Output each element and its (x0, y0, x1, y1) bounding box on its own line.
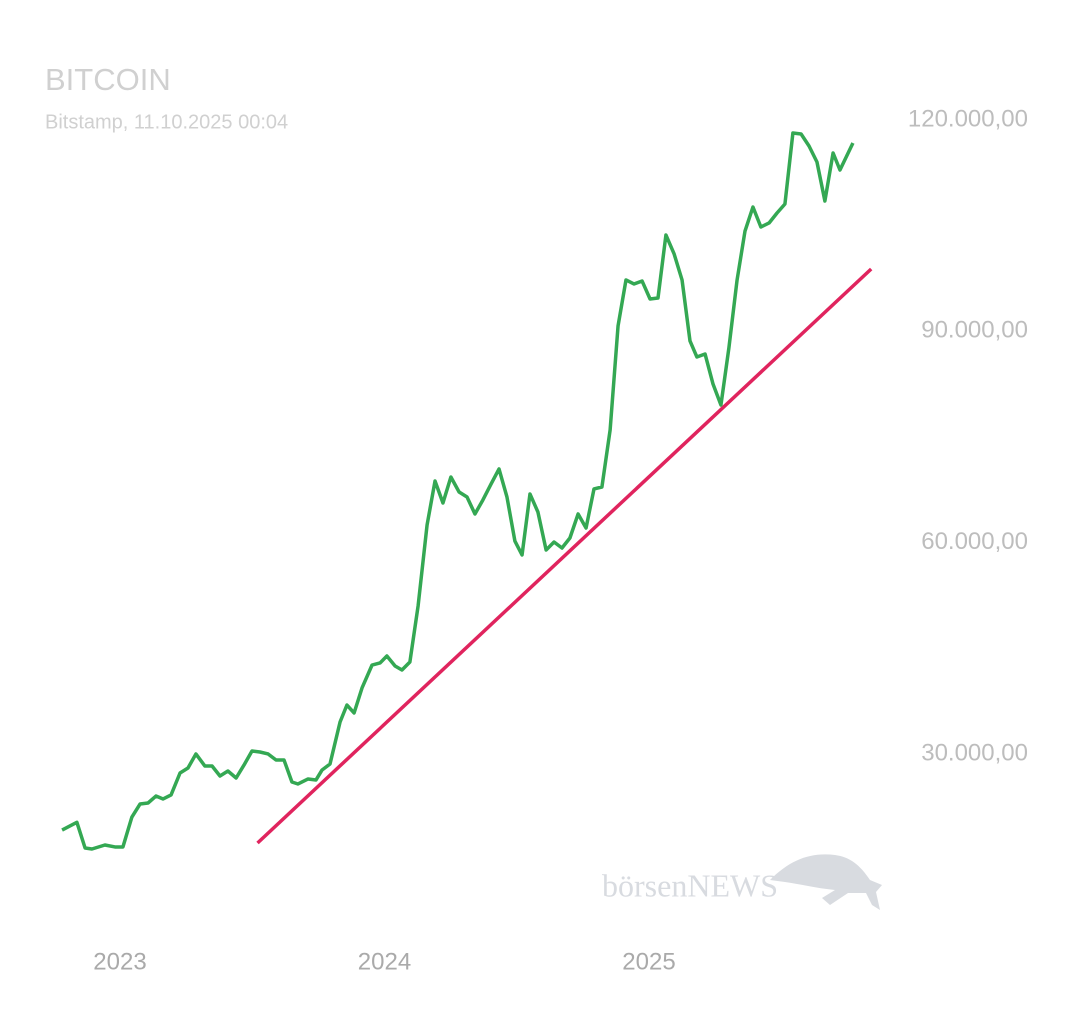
y-tick-label: 120.000,00 (908, 105, 1028, 132)
chart-subtitle: Bitstamp, 11.10.2025 00:04 (45, 111, 288, 133)
y-tick-label: 60.000,00 (921, 528, 1028, 555)
chart-title: BITCOIN (45, 62, 171, 97)
price-line (61, 131, 855, 851)
y-tick-label: 90.000,00 (921, 317, 1028, 344)
trend-line (256, 267, 873, 845)
y-tick-label: 30.000,00 (921, 739, 1028, 766)
x-tick-label: 2023 (93, 948, 146, 975)
x-tick-label: 2025 (622, 948, 675, 975)
watermark-bull (770, 854, 882, 910)
x-tick-label: 2024 (358, 948, 411, 975)
watermark: börsenNEWS (602, 867, 778, 903)
